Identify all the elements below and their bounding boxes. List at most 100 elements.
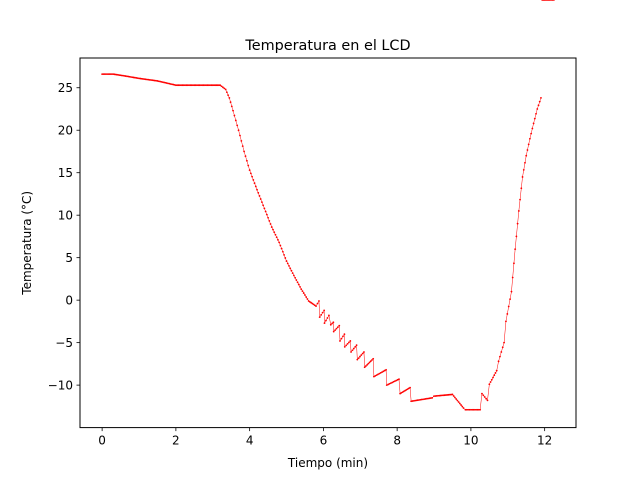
data-point — [273, 231, 276, 234]
data-point — [361, 352, 364, 355]
y-tick-label: 10 — [58, 208, 73, 222]
data-point — [526, 149, 529, 151]
data-point — [233, 114, 236, 117]
data-point — [355, 344, 358, 347]
data-point — [348, 341, 350, 344]
plot-area — [101, 0, 555, 411]
data-point — [388, 382, 391, 385]
data-point — [378, 372, 381, 375]
data-point — [131, 76, 134, 79]
data-point — [323, 309, 326, 312]
data-point — [454, 396, 456, 399]
data-point — [382, 370, 385, 373]
data-point — [261, 201, 263, 204]
data-point — [476, 408, 479, 411]
data-point — [447, 393, 450, 396]
data-point — [438, 394, 441, 397]
data-point — [442, 394, 445, 397]
data-point — [300, 288, 303, 291]
data-point — [385, 384, 388, 387]
data-point — [548, 0, 551, 1]
data-point — [320, 313, 323, 316]
data-point — [272, 228, 274, 231]
y-tick-label: −10 — [48, 378, 73, 392]
data-point — [267, 216, 269, 219]
data-point — [460, 404, 462, 406]
data-point — [365, 365, 367, 367]
data-point — [279, 244, 282, 247]
data-point — [247, 164, 250, 167]
data-point — [483, 396, 486, 398]
data-point — [184, 84, 187, 87]
data-point — [535, 112, 537, 115]
data-point — [301, 290, 304, 292]
data-point — [177, 84, 180, 87]
y-axis-label: Temperatura (°C) — [20, 191, 34, 296]
data-point — [467, 408, 470, 411]
data-point — [434, 395, 437, 397]
data-point — [192, 84, 194, 87]
data-point — [106, 73, 108, 76]
data-point — [372, 357, 375, 360]
data-point — [126, 75, 128, 78]
data-point — [426, 397, 428, 400]
series-line — [102, 73, 542, 411]
data-point — [339, 340, 341, 342]
data-point — [292, 274, 295, 277]
data-point — [525, 154, 528, 157]
data-point — [335, 327, 338, 330]
data-point — [318, 316, 321, 319]
data-point — [457, 401, 460, 403]
data-point — [470, 408, 472, 411]
data-point — [336, 326, 339, 329]
data-point — [503, 341, 505, 344]
data-point — [472, 408, 475, 411]
data-point — [101, 73, 104, 76]
series-layer — [101, 0, 555, 411]
data-point — [516, 222, 519, 225]
data-point — [239, 134, 241, 137]
data-point — [391, 381, 394, 384]
data-point — [552, 0, 555, 1]
data-point — [243, 150, 246, 153]
data-point — [189, 84, 192, 87]
data-point — [433, 395, 435, 398]
data-point — [185, 84, 188, 87]
data-point — [443, 394, 446, 397]
data-point — [398, 378, 400, 381]
data-point — [475, 408, 478, 411]
data-point — [302, 292, 305, 294]
data-point — [288, 264, 290, 267]
data-point — [499, 355, 501, 358]
data-point — [205, 84, 208, 87]
x-tick-label: 10 — [463, 434, 478, 448]
data-point — [111, 73, 113, 76]
data-point — [522, 168, 525, 171]
data-point — [536, 108, 539, 110]
data-point — [419, 398, 422, 401]
data-point — [256, 188, 258, 191]
data-point — [363, 366, 366, 369]
data-point — [130, 76, 132, 78]
data-point — [224, 88, 227, 91]
y-tick-label: 0 — [65, 293, 73, 307]
data-point — [153, 79, 156, 82]
plot-area-frame — [79, 57, 577, 429]
data-point — [409, 386, 411, 389]
x-tick-label: 8 — [393, 434, 401, 448]
y-tick-label: 5 — [65, 251, 73, 265]
data-point — [264, 210, 267, 213]
data-point — [197, 84, 200, 87]
data-point — [284, 257, 287, 259]
data-point — [461, 405, 464, 408]
data-point — [236, 124, 239, 127]
data-point — [530, 132, 533, 135]
data-point — [531, 127, 534, 130]
data-point — [104, 73, 107, 76]
data-point — [286, 262, 289, 265]
data-point — [277, 238, 279, 241]
x-tick-label: 0 — [98, 434, 106, 448]
data-point — [138, 77, 140, 80]
data-point — [519, 198, 521, 201]
